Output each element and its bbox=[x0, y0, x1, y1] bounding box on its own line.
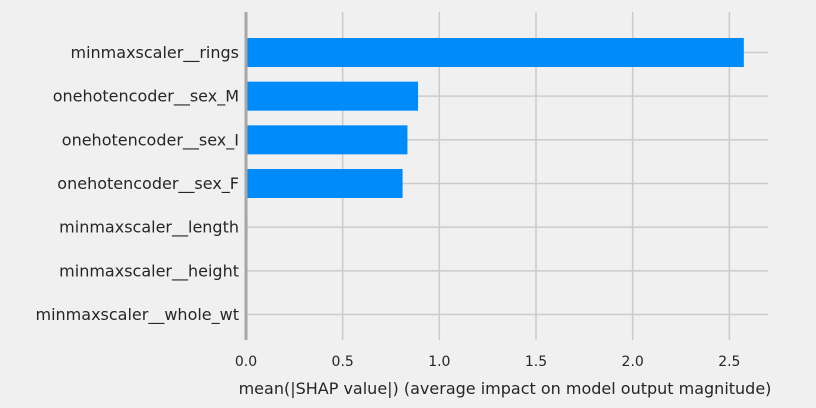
x-tick-label: 2.0 bbox=[622, 354, 644, 370]
bar bbox=[246, 169, 403, 199]
category-label: minmaxscaler__length bbox=[59, 218, 239, 238]
x-tick-label: 0.5 bbox=[332, 354, 354, 370]
x-tick-label: 1.5 bbox=[525, 354, 547, 370]
category-labels: minmaxscaler__rings onehotencoder__sex_Mo… bbox=[36, 43, 240, 325]
x-tick-label: 0.0 bbox=[235, 354, 257, 370]
category-label: onehotencoder__sex_F bbox=[57, 174, 239, 194]
category-label: onehotencoder__sex_M bbox=[53, 87, 239, 107]
x-tick-labels: 0.0 0.5 1.0 1.5 2.0 2.5 bbox=[235, 354, 741, 370]
category-label: minmaxscaler__whole_wt bbox=[36, 305, 240, 325]
bar bbox=[246, 125, 408, 155]
bar bbox=[246, 81, 419, 111]
category-label: minmaxscaler__rings bbox=[71, 43, 240, 63]
category-label: minmaxscaler__height bbox=[59, 261, 239, 281]
bars-layer bbox=[246, 38, 744, 242]
category-label: onehotencoder__sex_I bbox=[62, 130, 239, 150]
x-axis-title: mean(|SHAP value|) (average impact on mo… bbox=[239, 379, 772, 398]
x-tick-label: 2.5 bbox=[718, 354, 740, 370]
bar bbox=[246, 38, 744, 67]
x-tick-label: 1.0 bbox=[428, 354, 450, 370]
